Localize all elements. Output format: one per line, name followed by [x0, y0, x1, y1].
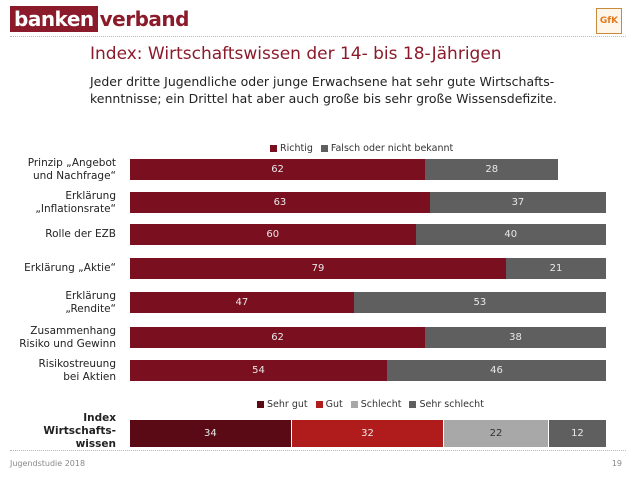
legend-item-richtig: Richtig: [270, 143, 313, 154]
legend-label-schlecht: Schlecht: [360, 399, 402, 410]
category-label-line: wissen: [75, 437, 116, 450]
legend-swatch-richtig: [270, 145, 277, 152]
category-label-line: und Nachfrage“: [32, 169, 116, 182]
category-label-line: Rolle der EZB: [45, 228, 116, 240]
category-label: Risikostreuung bei Aktien: [0, 357, 117, 384]
legend-label-richtig: Richtig: [280, 143, 313, 154]
category-label-line: Risikostreuung: [38, 357, 117, 370]
bar-falsch: 38: [425, 327, 606, 348]
category-label-line: bei Aktien: [63, 370, 116, 383]
gfk-logo: GfK: [596, 8, 622, 34]
chart1-legend: Richtig Falsch oder nicht bekannt: [270, 143, 461, 154]
category-label-line: Wirtschafts-: [43, 424, 116, 437]
page-subtitle: Jeder dritte Jugendliche oder junge Erwa…: [90, 73, 630, 107]
category-label-line: Erklärung „Aktie“: [24, 262, 116, 274]
category-label: Prinzip „Angebot und Nachfrage“: [0, 157, 116, 183]
legend-label-sehr-gut: Sehr gut: [267, 399, 308, 410]
legend-label-sehr-schlecht: Sehr schlecht: [419, 399, 484, 410]
bar-richtig: 62: [130, 327, 426, 348]
legend-item-falsch: Falsch oder nicht bekannt: [320, 143, 454, 154]
category-label: Erklärung „Aktie“: [0, 262, 116, 275]
bar-falsch: 46: [387, 360, 606, 381]
bar-richtig: 63: [130, 192, 430, 213]
category-label-line: Zusammenhang: [30, 324, 116, 337]
bar-falsch: 40: [415, 224, 606, 245]
subtitle-line: kenntnisse; ein Drittel hat aber auch gr…: [90, 91, 557, 106]
bar-falsch: 37: [429, 192, 606, 213]
category-label-line: Erklärung: [65, 289, 116, 302]
bar-schlecht: 22: [444, 420, 548, 447]
legend-swatch-schlecht: [350, 401, 358, 408]
category-label-line: Erklärung: [65, 189, 116, 202]
bar-sehr-schlecht: 12: [548, 420, 606, 447]
bar-falsch: 28: [425, 159, 559, 180]
page-title: Index: Wirtschaftswissen der 14- bis 18-…: [90, 44, 502, 64]
legend-swatch-sehr-gut: [257, 401, 264, 408]
category-label: Erklärung „Inflationsrate“: [0, 190, 116, 216]
logo-text: verband: [99, 7, 190, 31]
legend-item-sehr-gut: Sehr gut: [257, 399, 308, 410]
legend-label-gut: Gut: [325, 399, 343, 410]
legend-label-falsch: Falsch oder nicht bekannt: [330, 143, 454, 154]
bar-richtig: 62: [130, 159, 426, 180]
legend-item-schlecht: Schlecht: [350, 399, 402, 410]
chart2-legend: Sehr gut Gut Schlecht Sehr schlecht: [257, 399, 492, 410]
legend-swatch-falsch: [320, 145, 328, 152]
legend-swatch-sehr-schlecht: [409, 401, 417, 408]
logo-box: banken: [10, 6, 98, 32]
bar-richtig: 79: [130, 258, 507, 279]
category-label: Rolle der EZB: [0, 228, 116, 241]
bottom-divider: [10, 450, 626, 451]
footer-source: Jugendstudie 2018: [10, 459, 86, 468]
bar-richtig: 60: [130, 224, 416, 245]
bar-falsch: 53: [353, 292, 606, 313]
bar-gut: 32: [291, 420, 444, 447]
legend-item-gut: Gut: [315, 399, 343, 410]
category-label-line: Prinzip „Angebot: [27, 156, 116, 169]
top-divider: [10, 36, 626, 37]
category-label: Index Wirtschafts-wissen: [16, 412, 116, 451]
category-label-line: „Inflationsrate“: [35, 202, 116, 215]
category-label-line: Index: [83, 411, 116, 424]
category-label: Zusammenhang Risiko und Gewinn: [0, 325, 116, 351]
bankenverband-logo: banken verband: [10, 6, 189, 32]
bar-sehr-gut: 34: [130, 420, 291, 447]
subtitle-line: Jeder dritte Jugendliche oder junge Erwa…: [90, 74, 555, 89]
legend-item-sehr-schlecht: Sehr schlecht: [409, 399, 484, 410]
category-label-line: Risiko und Gewinn: [19, 337, 116, 350]
bar-richtig: 54: [130, 360, 388, 381]
category-label-line: „Rendite“: [65, 302, 116, 315]
legend-swatch-gut: [315, 401, 323, 408]
page-number: 19: [611, 459, 622, 468]
bar-richtig: 47: [130, 292, 354, 313]
category-label: Erklärung „Rendite“: [0, 290, 116, 316]
bar-falsch: 21: [506, 258, 606, 279]
